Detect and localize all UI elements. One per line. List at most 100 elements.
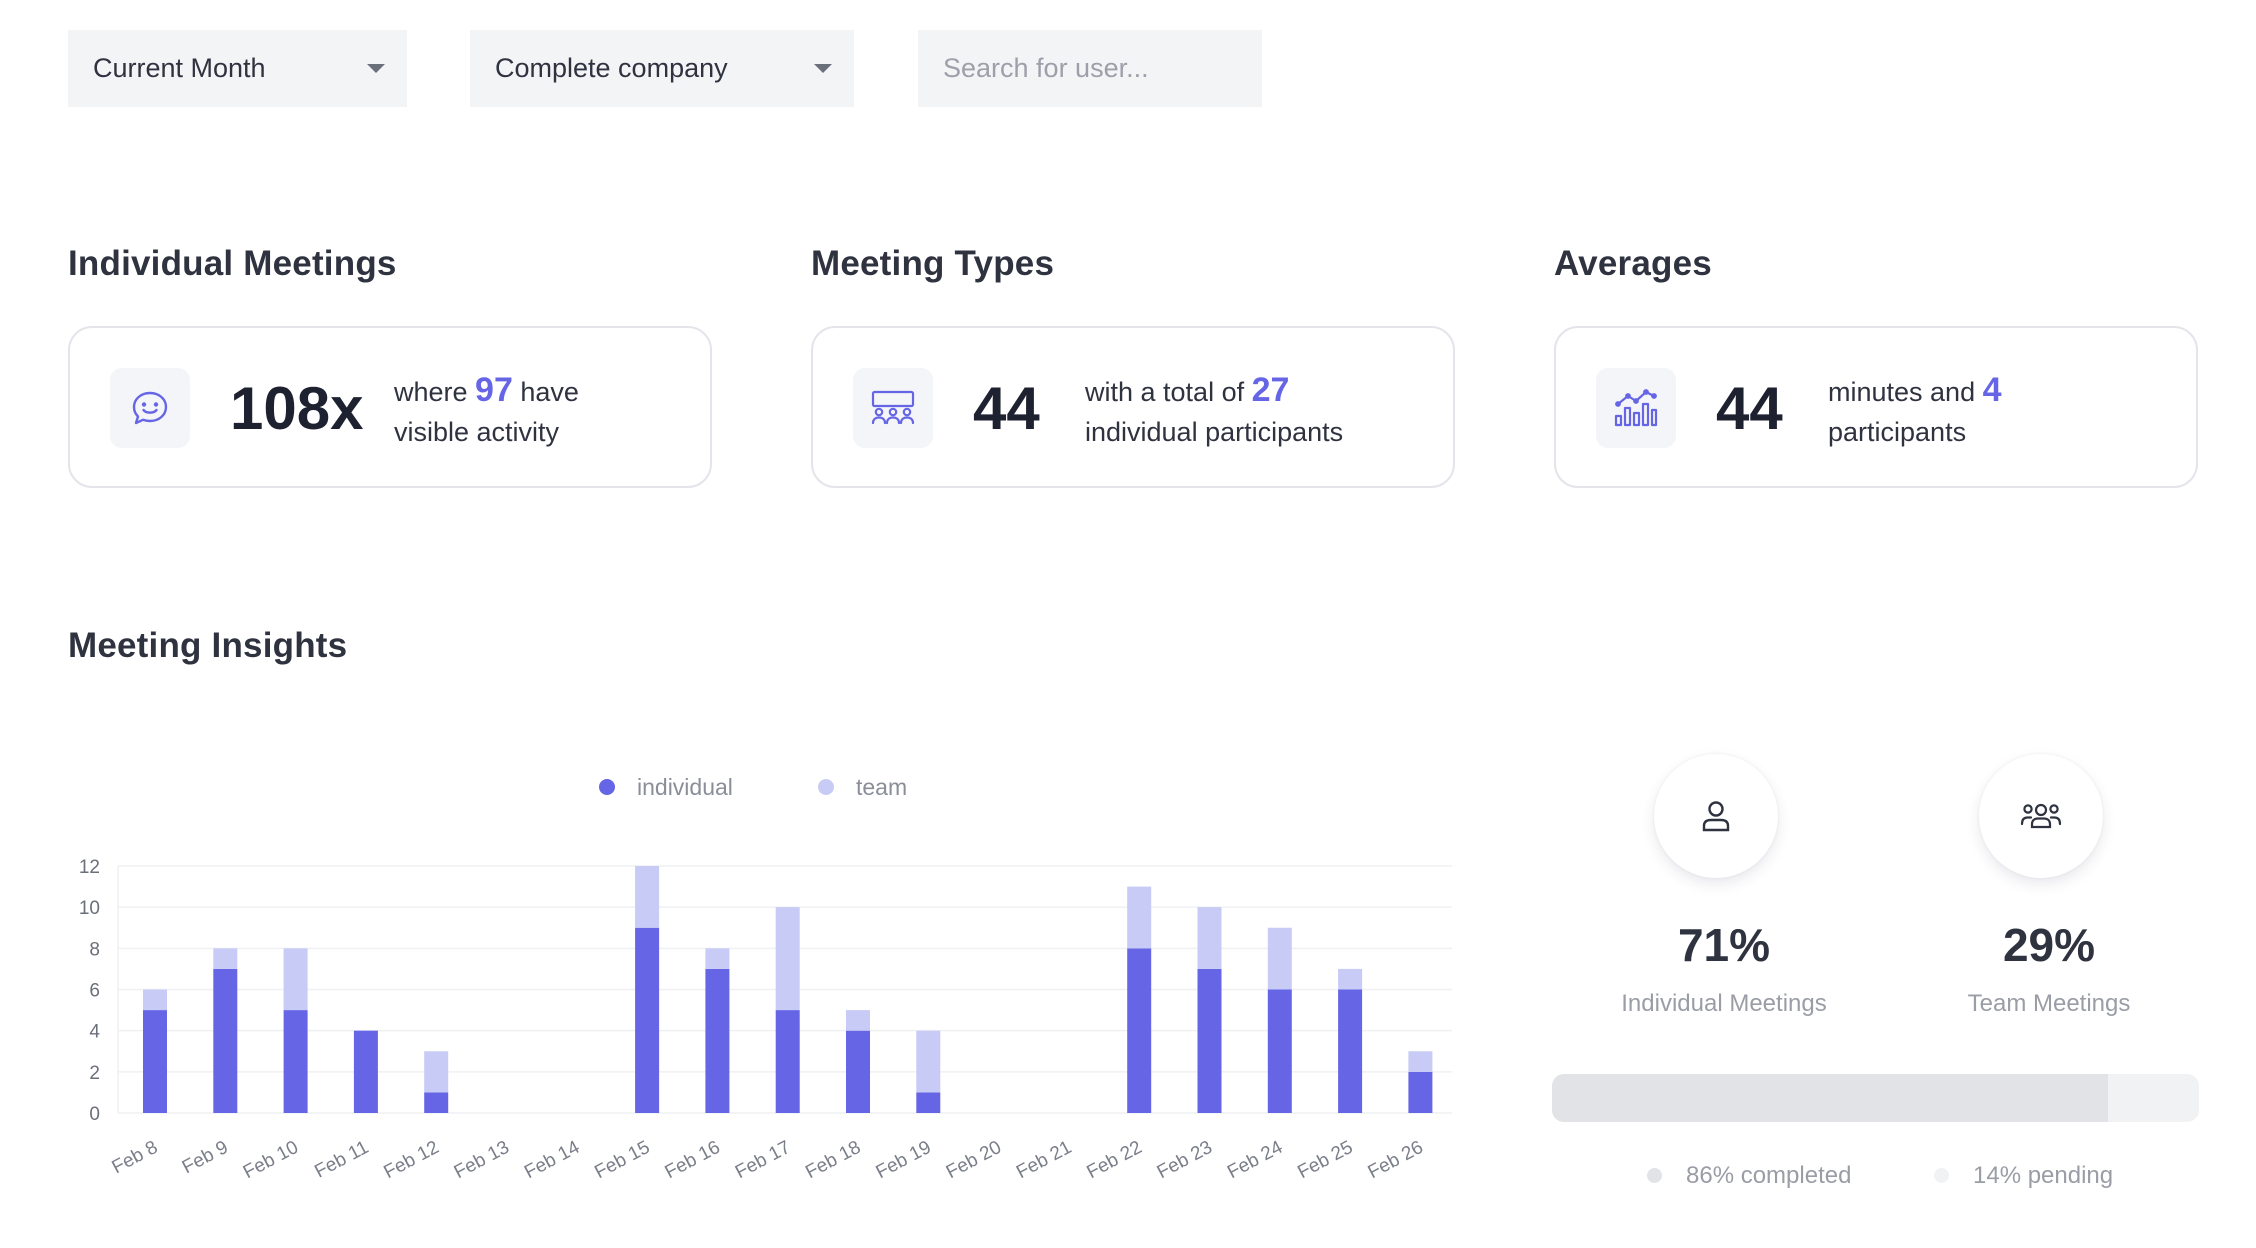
user-search-placeholder: Search for user... [943, 53, 1149, 83]
bar-individual [213, 968, 238, 1113]
bar-individual [705, 968, 730, 1113]
desc-text: have [512, 377, 579, 407]
bar-individual [353, 1030, 378, 1113]
x-tick-label: Feb 14 [521, 1137, 583, 1184]
chevron-down-icon [367, 64, 385, 73]
bar-individual [424, 1092, 449, 1113]
x-tick-label: Feb 13 [451, 1137, 513, 1183]
scope-select-value: Complete company [495, 53, 728, 83]
completion-progress-bar [1552, 1074, 2199, 1122]
individual-meetings-label: Individual Meetings [1621, 990, 1827, 1017]
bar-team [1127, 886, 1152, 949]
x-tick-label: Feb 21 [1013, 1137, 1075, 1183]
individual-meetings-title: Individual Meetings [68, 244, 397, 283]
scope-select[interactable]: Complete company [470, 30, 854, 107]
bar-team [283, 948, 308, 1011]
completed-legend-dot [1647, 1168, 1662, 1183]
y-tick-label: 6 [89, 981, 100, 1002]
bar-team [143, 989, 167, 1011]
desc-text: participants [1828, 417, 1967, 447]
team-meetings-circle [1979, 754, 2103, 878]
chat-smile-icon [110, 368, 190, 448]
desc-text: minutes and [1828, 377, 1983, 407]
bar-individual [775, 1010, 800, 1113]
y-tick-label: 0 [89, 1104, 100, 1125]
bar-team [705, 948, 730, 969]
bar-individual [916, 1092, 941, 1113]
team-meetings-label: Team Meetings [1967, 990, 2131, 1017]
bar-team [1408, 1051, 1433, 1072]
meeting-types-title: Meeting Types [811, 244, 1055, 283]
averages-title: Averages [1554, 244, 1712, 283]
bar-individual [635, 927, 660, 1113]
user-search-input[interactable]: Search for user... [918, 30, 1262, 107]
meeting-types-count: 44 [973, 375, 1040, 442]
x-tick-label: Feb 10 [240, 1137, 302, 1183]
x-tick-label: Feb 8 [109, 1137, 162, 1178]
y-tick-label: 2 [89, 1063, 100, 1084]
bar-individual [1197, 968, 1222, 1113]
bar-team [1197, 907, 1222, 969]
bar-team [916, 1030, 941, 1093]
bar-team [846, 1010, 870, 1031]
bar-individual [846, 1030, 870, 1113]
x-tick-label: Feb 26 [1365, 1137, 1427, 1183]
individual-meetings-card: 108x where 97 have visible activity [68, 326, 712, 488]
bar-team [775, 907, 800, 1011]
x-tick-label: Feb 12 [380, 1137, 442, 1183]
x-tick-label: Feb 22 [1083, 1137, 1145, 1183]
visible-activity-count: 97 [475, 371, 513, 409]
users-group-icon [2020, 803, 2062, 829]
x-tick-label: Feb 16 [662, 1137, 724, 1183]
team-meetings-percent: 29% [2002, 919, 2096, 971]
x-tick-label: Feb 20 [943, 1137, 1005, 1183]
desc-text: with a total of [1085, 377, 1252, 407]
x-tick-label: Feb 17 [732, 1137, 794, 1183]
individual-meetings-description: where 97 have visible activity [394, 370, 579, 452]
average-minutes: 44 [1716, 375, 1783, 442]
completed-legend-label: 86% completed [1686, 1162, 1852, 1189]
bar-team [1267, 927, 1292, 990]
x-tick-label: Feb 18 [802, 1137, 864, 1183]
meeting-insights-title: Meeting Insights [68, 626, 348, 665]
averages-description: minutes and 4 participants [1828, 370, 2002, 452]
y-tick-label: 8 [89, 939, 100, 960]
bar-individual [143, 1010, 167, 1113]
average-participants: 4 [1982, 371, 2002, 409]
period-select-value: Current Month [93, 53, 266, 83]
bar-individual [1267, 989, 1292, 1113]
legend-label-individual: individual [637, 774, 733, 800]
desc-text: where [394, 377, 476, 407]
individual-meetings-circle [1654, 754, 1778, 878]
legend-dot-individual [599, 779, 615, 795]
individual-meetings-percent: 71% [1677, 919, 1771, 971]
pending-legend-label: 14% pending [1973, 1162, 2114, 1189]
chart-analytics-icon [1596, 368, 1676, 448]
bar-team [1338, 968, 1363, 990]
bar-individual [1127, 948, 1152, 1113]
meeting-types-description: with a total of 27 individual participan… [1085, 370, 1343, 452]
x-tick-label: Feb 15 [591, 1137, 653, 1183]
bar-team [424, 1051, 449, 1093]
x-tick-label: Feb 23 [1154, 1137, 1216, 1183]
y-tick-label: 4 [89, 1022, 100, 1043]
user-icon [1702, 801, 1730, 832]
bar-individual [1408, 1071, 1433, 1113]
x-tick-label: Feb 9 [179, 1137, 232, 1178]
group-presentation-icon [853, 368, 933, 448]
averages-card: 44 minutes and 4 participants [1554, 326, 2198, 488]
y-tick-label: 10 [79, 898, 100, 919]
desc-text: individual participants [1085, 417, 1344, 447]
bar-team [635, 866, 660, 928]
individual-meetings-count: 108x [230, 375, 364, 442]
bar-individual [1338, 989, 1363, 1113]
legend-label-team: team [856, 774, 907, 800]
bar-individual [283, 1010, 308, 1113]
participants-count: 27 [1251, 371, 1290, 409]
x-tick-label: Feb 11 [311, 1137, 372, 1183]
x-tick-label: Feb 24 [1224, 1137, 1286, 1184]
bar-team [213, 948, 238, 969]
period-select[interactable]: Current Month [68, 30, 407, 107]
legend-dot-team [818, 779, 834, 795]
